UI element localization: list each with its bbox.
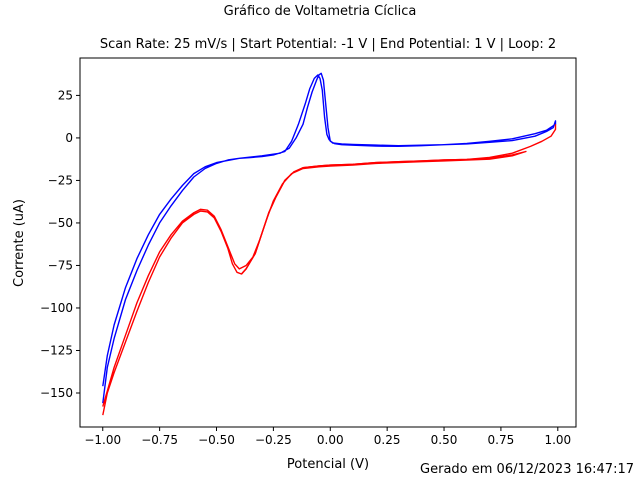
y-tick-label: −100	[40, 301, 73, 315]
generated-timestamp: Gerado em 06/12/2023 16:47:17	[420, 462, 634, 477]
x-tick-label: 0.75	[488, 433, 515, 447]
x-axis: −1.00 −0.75 −0.50 −0.25 0.00 0.25 0.50 0.75 1.00	[84, 427, 571, 447]
y-axis-label: Corrente (uA)	[12, 199, 27, 287]
y-tick-label: −75	[48, 258, 73, 272]
series-line-1	[102, 72, 557, 404]
y-tick-label: −25	[48, 173, 73, 187]
plot-frame	[79, 57, 577, 428]
series-layer	[102, 72, 557, 416]
y-tick-label: 0	[65, 131, 73, 145]
figure-suptitle: Gráfico de Voltametria Cíclica	[223, 4, 417, 19]
x-tick-label: −1.00	[84, 433, 121, 447]
x-tick-label: −0.75	[141, 433, 178, 447]
x-tick-label: −0.25	[255, 433, 292, 447]
x-tick-label: 0.00	[317, 433, 344, 447]
y-axis: 25 0 −25 −50 −75 −100 −125 −150	[40, 88, 80, 400]
y-tick-label: 25	[58, 88, 73, 102]
x-tick-label: 1.00	[544, 433, 571, 447]
y-tick-label: −125	[40, 343, 73, 357]
x-tick-label: 0.25	[374, 433, 401, 447]
y-tick-label: −50	[48, 216, 73, 230]
series-line-2	[102, 150, 527, 416]
x-tick-label: 0.50	[431, 433, 458, 447]
y-tick-label: −150	[40, 386, 73, 400]
x-axis-label: Potencial (V)	[287, 457, 369, 472]
chart-title: Scan Rate: 25 mV/s | Start Potential: -1…	[99, 37, 557, 52]
x-tick-label: −0.50	[198, 433, 235, 447]
series-line-3	[240, 124, 557, 275]
